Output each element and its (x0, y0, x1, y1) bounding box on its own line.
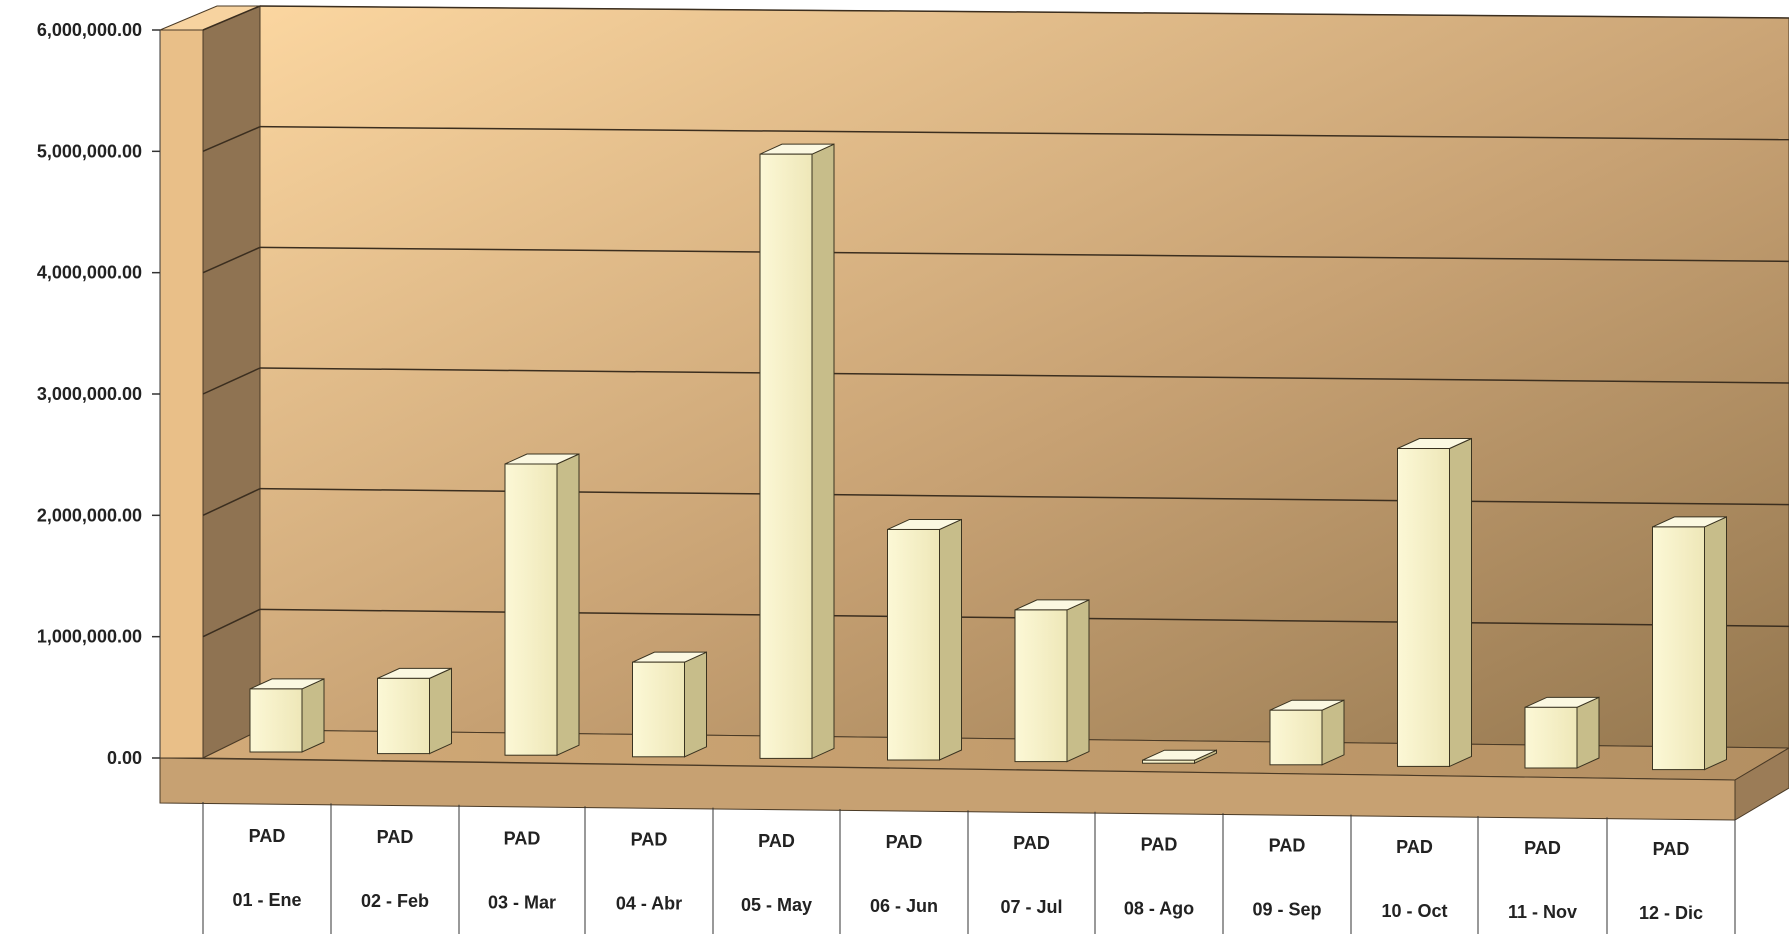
gridline-side (202, 125, 261, 153)
x-group-label: PAD (1141, 834, 1178, 854)
x-group-label: PAD (1653, 839, 1690, 859)
x-group-label: PAD (504, 828, 541, 848)
x-group-label: PAD (1013, 833, 1050, 853)
bar (1014, 609, 1068, 763)
bar (632, 661, 685, 758)
x-group-label: PAD (1524, 838, 1561, 858)
bar-group (632, 651, 707, 758)
bar-side (1576, 696, 1600, 769)
bar (1269, 709, 1323, 766)
bar-group (1269, 699, 1345, 766)
x-group-label: PAD (377, 827, 414, 847)
y-axis: 0.00 1,000,000.00 2,000,000.00 3,000,000.00… (37, 20, 161, 768)
bar (504, 463, 558, 756)
y-tick-label: 1,000,000.00 (37, 627, 142, 647)
bar (249, 688, 303, 753)
bar-group (1652, 516, 1727, 771)
x-group-label: PAD (1396, 837, 1433, 857)
x-tick-label: 02 - Feb (361, 891, 429, 911)
x-tick-label: 01 - Ene (232, 890, 301, 910)
x-group-label: PAD (249, 826, 286, 846)
bar-side (684, 651, 707, 758)
x-tick-label: 09 - Sep (1252, 900, 1321, 920)
gridline-side (202, 367, 261, 395)
x-tick-label: 08 - Ago (1124, 898, 1194, 918)
bar-group (1524, 696, 1600, 769)
gridline (259, 5, 1789, 19)
y-tick-label: 5,000,000.00 (37, 141, 142, 161)
bar-side (301, 678, 325, 753)
x-axis-table: PAD 01 - Ene PAD 02 - Feb PAD 03 - Mar PAD 04 -… (202, 802, 1736, 934)
bar (759, 153, 813, 759)
y-tick-label: 4,000,000.00 (37, 263, 142, 283)
y-tick-label: 6,000,000.00 (37, 20, 142, 40)
bar-group (759, 143, 835, 760)
bar-side (1066, 599, 1090, 763)
bar-side (1449, 437, 1472, 768)
bar-side (429, 667, 452, 755)
side-wall (202, 5, 261, 759)
x-tick-label: 04 - Abr (616, 894, 682, 914)
bar (377, 677, 430, 755)
bar-group (1397, 437, 1472, 768)
bar-side (811, 143, 835, 760)
bars (249, 143, 1727, 771)
gridline-side (202, 487, 261, 517)
x-tick-label: 05 - May (741, 895, 812, 915)
bar-group (504, 453, 580, 756)
floor-side (1734, 747, 1789, 821)
bar-side (1321, 699, 1345, 766)
bar (1652, 526, 1705, 771)
x-tick-label: 06 - Jun (870, 896, 938, 916)
x-group-label: PAD (1269, 836, 1306, 856)
bar (1142, 759, 1195, 764)
x-tick-label: 11 - Nov (1508, 902, 1577, 922)
x-tick-label: 07 - Jul (1000, 897, 1062, 917)
bar-side (1704, 516, 1727, 771)
bar-group (377, 667, 452, 755)
bar (1524, 706, 1578, 769)
side-wall-edge (159, 29, 204, 759)
y-tick-label: 2,000,000.00 (37, 505, 142, 525)
y-tick-label: 3,000,000.00 (37, 384, 142, 404)
x-tick-label: 10 - Oct (1381, 901, 1447, 921)
y-tick-label: 0.00 (107, 748, 142, 768)
gridline-side (202, 246, 261, 274)
bar-group (249, 678, 325, 753)
bar-side (556, 453, 580, 756)
bar-group (1142, 749, 1217, 764)
bar (887, 528, 940, 761)
bar-group (887, 518, 962, 761)
bar (1397, 448, 1450, 767)
x-tick-label: 03 - Mar (488, 892, 556, 912)
gridline (259, 125, 1789, 141)
bar-group (1014, 599, 1090, 763)
x-group-label: PAD (631, 830, 668, 850)
gridline-side (202, 5, 261, 31)
gridline (259, 246, 1789, 263)
gridline-side (202, 608, 261, 638)
x-group-label: PAD (758, 831, 795, 851)
x-group-label: PAD (886, 832, 923, 852)
bar-side (939, 518, 962, 761)
gridline (259, 367, 1789, 384)
x-tick-label: 12 - Dic (1639, 903, 1703, 923)
